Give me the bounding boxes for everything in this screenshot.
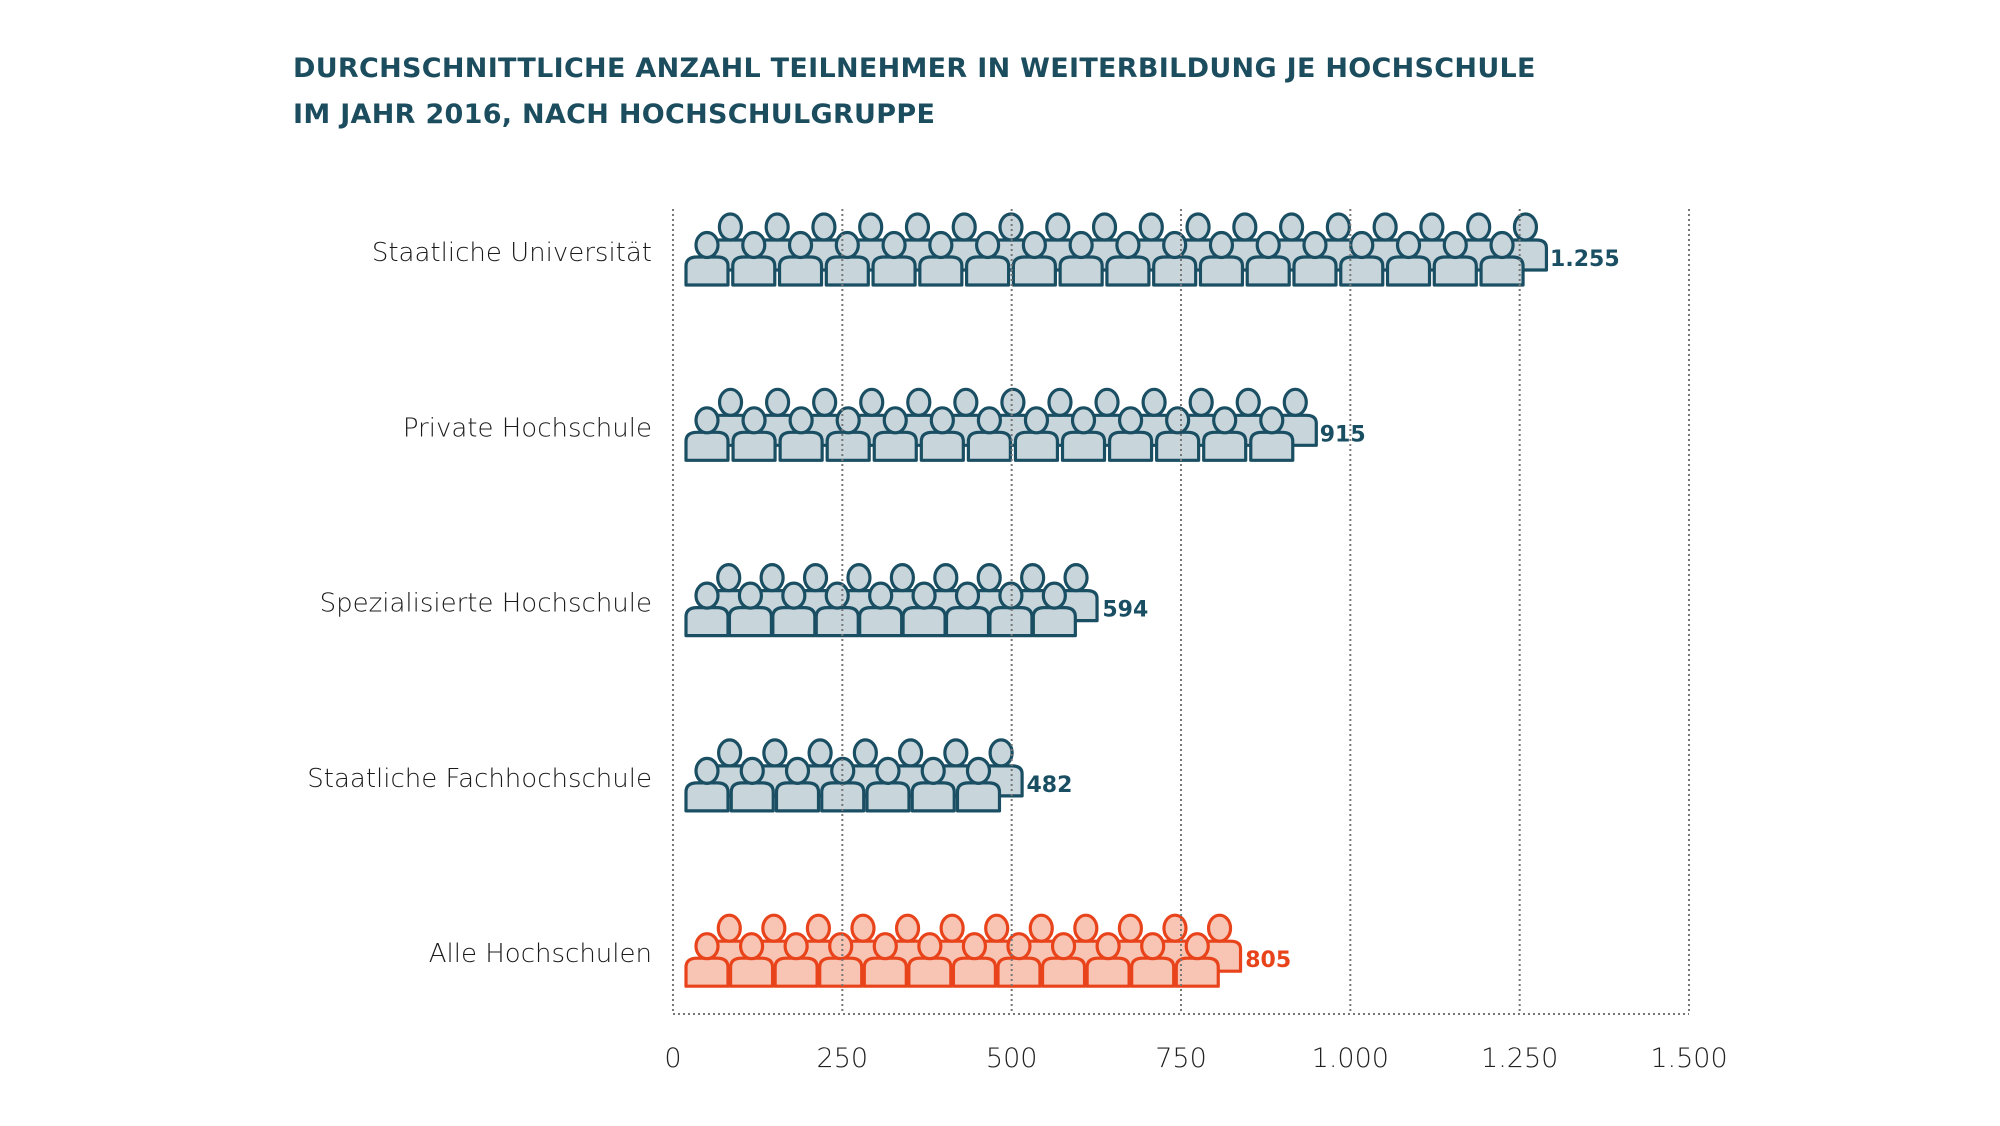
- bar: [684, 738, 1024, 813]
- person-icon-front: [858, 581, 904, 638]
- person-icon-front: [955, 756, 1002, 813]
- person-icon-front: [871, 230, 917, 287]
- person-icon-front: [907, 932, 953, 988]
- person-icon-front: [774, 756, 821, 813]
- value-label: 1.255: [1550, 247, 1620, 272]
- person-icon-front: [1174, 932, 1220, 988]
- person-icon-front: [1130, 932, 1176, 988]
- person-icon-front: [996, 932, 1042, 988]
- category-label: Spezialisierte Hochschule: [320, 589, 652, 619]
- person-icon-front: [824, 230, 870, 287]
- person-icon-front: [1479, 230, 1525, 287]
- person-icon-front: [731, 230, 777, 287]
- x-tick-label: 1.500: [1650, 1043, 1727, 1074]
- category-label: Alle Hochschulen: [429, 939, 652, 969]
- person-icon-front: [862, 932, 908, 988]
- grid-over-layer: [841, 209, 1521, 1014]
- person-icon-front: [684, 756, 730, 813]
- person-icon-front: [1013, 406, 1060, 462]
- person-icon-front: [965, 230, 1011, 287]
- chart-title: DURCHSCHNITTLICHE ANZAHL TEILNEHMER IN W…: [293, 46, 1536, 138]
- category-label: Staatliche Fachhochschule: [307, 764, 652, 794]
- person-icon-front: [1245, 230, 1291, 287]
- person-icon-front: [1249, 406, 1295, 462]
- labels-layer: Staatliche Universität 1.255 Private Hochs…: [307, 238, 1619, 973]
- value-label: 594: [1102, 598, 1148, 623]
- x-tick-label: 500: [986, 1043, 1038, 1074]
- bar: [684, 387, 1318, 462]
- person-icon-front: [778, 406, 824, 462]
- category-label: Staatliche Universität: [372, 238, 652, 268]
- value-label: 805: [1245, 948, 1291, 973]
- person-icon-front: [1085, 932, 1131, 988]
- person-icon-front: [1385, 230, 1432, 287]
- person-icon-front: [731, 406, 777, 462]
- person-icon-front: [771, 581, 817, 638]
- person-icon-front: [966, 406, 1012, 462]
- person-icon-front: [684, 932, 730, 988]
- x-axis: 0 250 500 750 1.000 1.250 1.500: [664, 209, 1728, 1074]
- x-tick-label: 1.000: [1312, 1043, 1389, 1074]
- person-icon-front: [1432, 230, 1478, 287]
- person-icon-front: [919, 406, 965, 462]
- person-icon-front: [1060, 406, 1107, 462]
- person-icon-front: [684, 406, 730, 462]
- x-tick-label: 750: [1155, 1043, 1207, 1074]
- bars-layer: [684, 212, 1549, 988]
- person-icon-front: [1202, 406, 1248, 462]
- bar: [684, 913, 1243, 988]
- value-label: 915: [1320, 422, 1366, 447]
- x-tick-label: 0: [664, 1043, 681, 1074]
- person-icon-front: [727, 581, 774, 638]
- person-icon-front: [951, 932, 998, 988]
- person-icon-front: [1155, 406, 1201, 462]
- person-icon-front: [901, 581, 947, 638]
- person-icon-front: [1031, 581, 1077, 638]
- person-icon-front: [773, 932, 819, 988]
- bar: [684, 562, 1099, 638]
- person-icon-front: [777, 230, 824, 287]
- chart-title-line-2: IM JAHR 2016, NACH HOCHSCHULGRUPPE: [293, 99, 936, 130]
- person-icon-front: [1105, 230, 1151, 287]
- person-icon-front: [818, 932, 864, 988]
- person-icon-front: [1107, 406, 1154, 462]
- person-icon-front: [1011, 230, 1057, 287]
- person-icon-front: [872, 406, 918, 462]
- person-icon-front: [1198, 230, 1245, 287]
- person-icon-front: [684, 230, 730, 287]
- person-icon-front: [1040, 932, 1087, 988]
- category-label: Private Hochschule: [403, 413, 652, 443]
- person-icon-front: [918, 230, 964, 287]
- value-label: 482: [1026, 773, 1072, 798]
- person-icon-front: [1292, 230, 1338, 287]
- chart-title-line-1: DURCHSCHNITTLICHE ANZAHL TEILNEHMER IN W…: [293, 53, 1536, 84]
- x-tick-label: 250: [817, 1043, 869, 1074]
- person-icon-front: [865, 756, 911, 813]
- person-icon-front: [728, 932, 775, 988]
- person-icon-front: [1058, 230, 1104, 287]
- person-icon-front: [910, 756, 956, 813]
- bar: [684, 212, 1549, 287]
- person-icon-front: [684, 581, 730, 638]
- x-tick-label: 1.250: [1481, 1043, 1558, 1074]
- person-icon-front: [1152, 230, 1198, 287]
- person-icon-front: [944, 581, 991, 638]
- person-icon-front: [729, 756, 775, 813]
